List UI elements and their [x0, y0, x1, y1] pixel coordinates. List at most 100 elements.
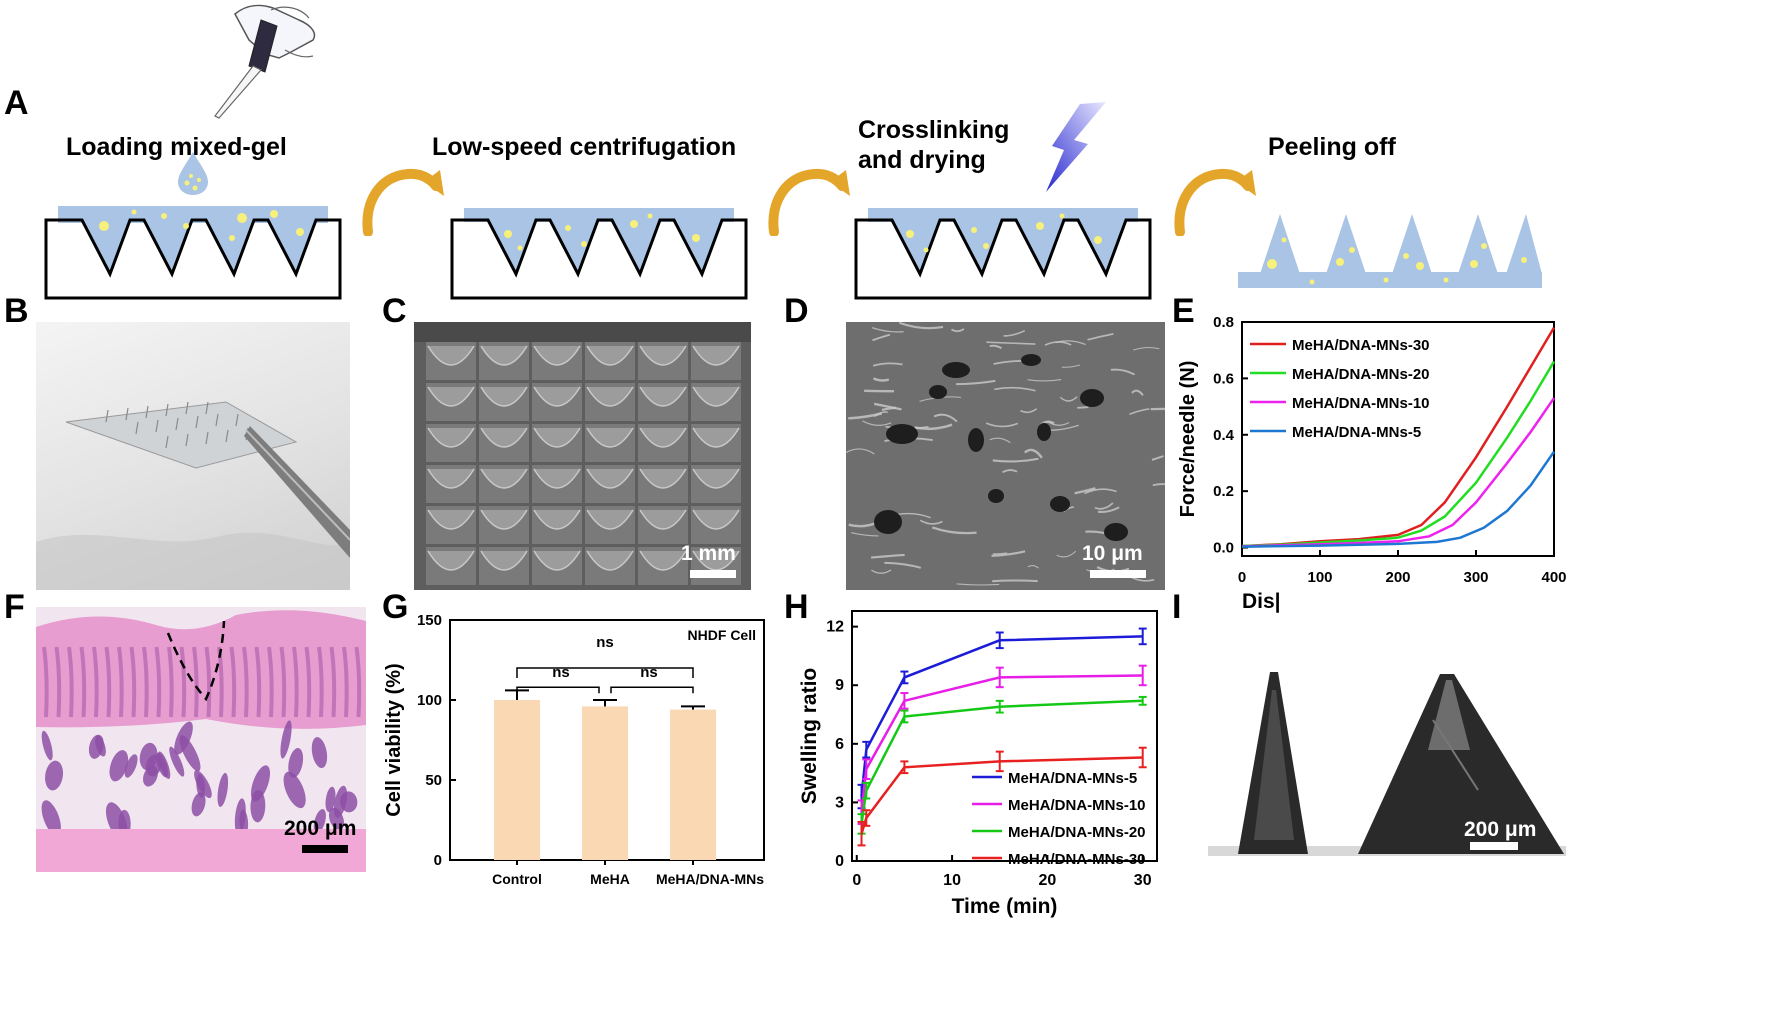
sem-cavity-edge	[692, 427, 740, 448]
y-tick-label: 100	[417, 692, 442, 709]
sem-ridge	[846, 448, 875, 455]
sem-ridge	[872, 377, 890, 382]
hair-follicle	[41, 800, 61, 836]
series-line-3	[1241, 450, 1556, 548]
x-tick-label: 400	[1541, 569, 1566, 586]
sem-ridge	[991, 550, 1026, 557]
sem-ridge	[933, 413, 958, 423]
significance-label-left: ns	[552, 664, 570, 681]
hair-follicle	[239, 809, 249, 835]
sem-microneedle-array-image: 1 mm	[414, 322, 751, 590]
x-tick-label-2: MeHA/DNA-MNs	[656, 871, 764, 887]
hair-follicle	[288, 748, 304, 778]
hair-follicle	[169, 746, 185, 777]
microneedle-swelling-micrograph: 200 μm	[1208, 660, 1566, 856]
sem-ridge	[898, 322, 944, 330]
hair-follicle	[156, 752, 168, 778]
sem-ridge	[1094, 502, 1114, 510]
sem-cavity-edge	[427, 468, 475, 489]
sem-ridge	[1027, 565, 1039, 569]
hair-follicle	[41, 730, 53, 761]
sem-ridge	[992, 552, 1008, 555]
he-stained-skin-section-image: 200 μm	[36, 607, 366, 872]
significance-label-right: ns	[640, 664, 658, 681]
curved-arrow-icon-3	[1174, 168, 1256, 236]
sem-ridge	[1097, 506, 1120, 513]
sem-ridge	[1074, 487, 1096, 495]
sem-cavity-edge	[533, 386, 581, 407]
sem-ridge	[871, 327, 904, 333]
legend-label-2: MeHA/DNA-MNs-20	[1008, 824, 1146, 841]
significance-label-outer: ns	[596, 634, 614, 651]
sem-cavity-edge	[586, 345, 634, 366]
y-tick-label: 0.8	[1213, 314, 1234, 331]
rete-ridge	[317, 646, 324, 718]
step-2-label: Low-speed centrifugation	[432, 133, 737, 161]
hair-follicle	[313, 809, 326, 834]
sem-top-edge	[414, 322, 751, 342]
x-tick-label: 0	[1238, 569, 1246, 586]
sem-cavity-edge	[639, 550, 687, 571]
sem-ridge	[881, 406, 897, 412]
sem-ridge	[872, 362, 903, 367]
sem-ridge	[986, 341, 1036, 345]
sem-ridge	[1056, 550, 1077, 558]
sem-pore	[942, 362, 970, 378]
panel-label-b: B	[4, 292, 29, 330]
rete-ridge	[304, 646, 312, 718]
sem-ridge	[989, 344, 1003, 350]
cell-type-annotation: NHDF Cell	[688, 627, 756, 643]
y-axis-label: Cell viability (%)	[383, 663, 405, 816]
rete-ridge	[279, 646, 287, 718]
rete-ridge	[79, 646, 87, 718]
y-tick-label: 0.2	[1213, 483, 1234, 500]
x-tick-label: 100	[1307, 569, 1332, 586]
sem-ridge	[956, 379, 996, 386]
scale-bar-label-i: 200 μm	[1464, 818, 1537, 841]
sem-porous-structure-image: 10 μm	[846, 322, 1165, 590]
panel-label-d: D	[784, 292, 809, 330]
sem-ridge	[1020, 408, 1038, 414]
sem-ridge	[1059, 396, 1078, 402]
series-line-1	[1241, 360, 1556, 548]
rete-ridge	[167, 646, 174, 718]
rete-ridge	[292, 646, 299, 718]
significance-bracket-left	[516, 686, 600, 694]
y-tick-label: 0.6	[1213, 370, 1234, 387]
hair-follicle	[283, 771, 306, 809]
scale-bar-label-c: 1 mm	[681, 542, 736, 565]
insertion-outline	[166, 620, 226, 702]
sem-ridge	[1129, 408, 1150, 416]
bar-0	[494, 700, 540, 860]
hair-follicle	[95, 735, 106, 757]
rete-ridge	[254, 646, 262, 718]
mold-with-gel-2	[450, 208, 748, 300]
y-tick-label: 0	[835, 853, 844, 870]
sem-ridge	[994, 386, 1036, 392]
microneedle-patch-photo	[36, 322, 350, 590]
sem-ridge	[1150, 407, 1165, 411]
sem-cavity-edge	[480, 386, 528, 407]
sem-pore	[1037, 423, 1051, 441]
x-tick-label: 20	[1038, 872, 1056, 889]
hair-follicle	[191, 792, 206, 817]
swelling-ratio-chart: 0 10 20 30 0 3 6 9 12 Time (min) Swelling ratio MeH…	[798, 610, 1158, 918]
sem-ridge	[1151, 455, 1164, 461]
bar-1	[582, 706, 628, 860]
sem-pore	[874, 510, 902, 534]
hair-follicle	[250, 789, 266, 823]
rete-ridge	[42, 646, 49, 718]
mold-with-gel-1	[44, 206, 342, 300]
sem-cavity-edge	[427, 386, 475, 407]
sem-cavity-edge	[533, 345, 581, 366]
x-tick-label-1: MeHA	[590, 871, 630, 887]
sem-ridge	[874, 411, 888, 418]
sem-ridge	[989, 437, 1011, 444]
significance-bracket-outer	[516, 667, 694, 678]
sem-ridge	[1131, 389, 1144, 396]
y-tick-label: 50	[425, 772, 442, 789]
sem-ridge	[1002, 469, 1018, 474]
sem-ridge	[848, 521, 878, 528]
step-3-label-line1: Crosslinking	[858, 116, 1010, 144]
y-tick-label: 9	[835, 677, 844, 694]
